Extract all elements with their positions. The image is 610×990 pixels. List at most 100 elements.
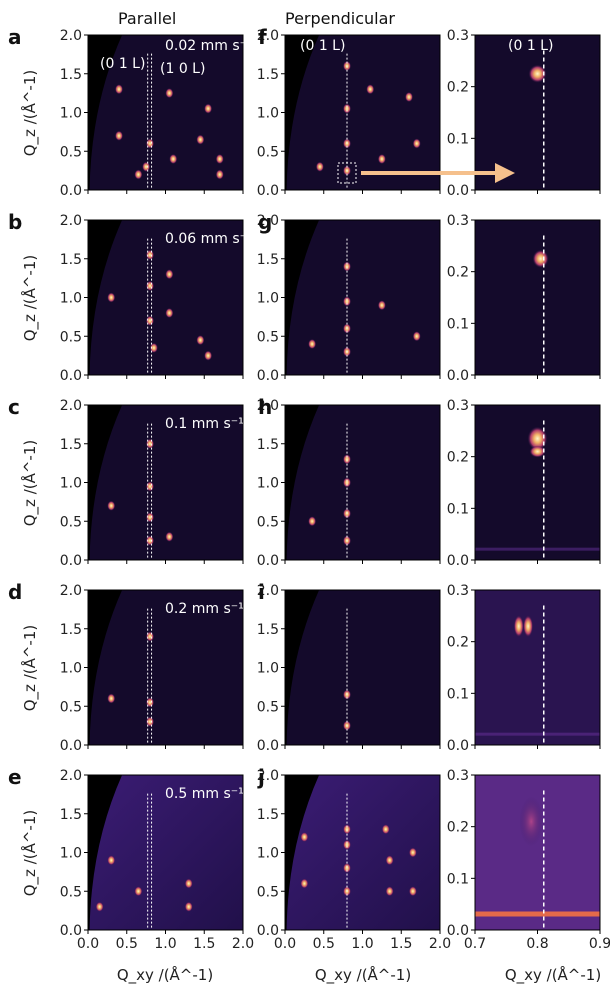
panel-letter-e: e xyxy=(8,765,22,789)
diffraction-spot xyxy=(343,454,351,465)
xtick-label: 0.0 xyxy=(274,936,296,952)
ytick-label: 0.0 xyxy=(60,738,82,754)
panel-right-2-bg xyxy=(475,220,600,375)
ytick-label: 1.0 xyxy=(60,476,82,492)
ytick-label: 1.5 xyxy=(257,67,279,83)
diffraction-spot xyxy=(343,689,351,700)
zoom-arrow-head xyxy=(495,162,515,183)
ytick-label: 2.0 xyxy=(257,583,279,599)
speed-label-row1: 0.02 mm s⁻¹ xyxy=(165,38,253,54)
ytick-label: 1.0 xyxy=(60,661,82,677)
ytick-label: 1.5 xyxy=(60,252,82,268)
ytick-label: 1.5 xyxy=(257,437,279,453)
ytick-label: 2.0 xyxy=(60,28,82,44)
panel-mid-5-blind xyxy=(285,775,320,930)
ytick-label: 2.0 xyxy=(60,398,82,414)
panel-mid-4-blind xyxy=(285,590,320,745)
panel-letter-f: f xyxy=(258,25,267,49)
panel-left-4-bg xyxy=(88,590,243,745)
header-parallel: Parallel xyxy=(118,9,176,28)
diffraction-spot xyxy=(204,103,213,114)
header-perpendicular: Perpendicular xyxy=(285,9,395,28)
ytick-label: 0.3 xyxy=(447,28,469,44)
panel-right-5-bg xyxy=(475,775,600,930)
panel-left-3-blind xyxy=(88,405,123,560)
diffraction-spot xyxy=(366,84,375,95)
panel-mid-2-blind xyxy=(285,220,320,375)
label-a-10L: (1 0 L) xyxy=(160,61,205,77)
ytick-label: 1.5 xyxy=(257,252,279,268)
zoom-diffraction-spot xyxy=(519,796,544,847)
diffraction-spot xyxy=(149,342,158,353)
ylabel-row4: Q_z /(Å^-1) xyxy=(20,625,40,712)
ytick-label: 2.0 xyxy=(257,213,279,229)
xlabel-mid: Q_xy /(Å^-1) xyxy=(315,965,411,985)
ytick-label: 2.0 xyxy=(257,398,279,414)
xlabel-right: Q_xy /(Å^-1) xyxy=(505,965,601,985)
xtick-label: 1.0 xyxy=(154,936,176,952)
zoom-diffraction-spot xyxy=(523,615,534,638)
diffraction-spot xyxy=(343,261,351,272)
diffraction-spot xyxy=(146,535,154,546)
diffraction-spot xyxy=(115,130,123,141)
ytick-label: 0.5 xyxy=(60,514,82,530)
xtick-label: 0.0 xyxy=(77,936,99,952)
xtick-label: 0.9 xyxy=(589,936,610,952)
diffraction-spot xyxy=(107,500,116,511)
panel-left-4-blind xyxy=(88,590,123,745)
zoom-diffraction-spot xyxy=(528,64,547,83)
panel-left-2-blind xyxy=(88,220,123,375)
panel-mid-1-bg xyxy=(285,35,440,190)
ytick-label: 1.0 xyxy=(257,106,279,122)
diffraction-spot xyxy=(165,269,174,280)
zoom-diffraction-spot xyxy=(513,615,524,638)
diffraction-spot xyxy=(165,308,174,318)
ytick-label: 0.0 xyxy=(447,368,469,384)
panel-letter-c: c xyxy=(8,395,20,419)
xtick-label: 0.8 xyxy=(526,936,548,952)
panel-mid-1-blind xyxy=(285,35,320,190)
ytick-label: 0.3 xyxy=(447,768,469,784)
diffraction-spot xyxy=(107,693,116,704)
ytick-label: 0.2 xyxy=(447,265,469,281)
ytick-label: 1.5 xyxy=(257,622,279,638)
panel-right-4-bg xyxy=(475,590,600,745)
ytick-label: 0.5 xyxy=(257,514,279,530)
ytick-label: 2.0 xyxy=(60,213,82,229)
ytick-label: 0.0 xyxy=(447,738,469,754)
panel-mid-3-bg xyxy=(285,405,440,560)
panel-letter-i: i xyxy=(258,580,265,604)
ytick-label: 0.2 xyxy=(447,450,469,466)
diffraction-spot xyxy=(95,901,104,912)
diffraction-spot xyxy=(385,855,394,866)
xtick-label: 2.0 xyxy=(232,936,254,952)
diffraction-spot xyxy=(377,154,386,164)
ytick-label: 0.0 xyxy=(257,553,279,569)
diffraction-spot xyxy=(146,716,154,727)
ytick-label: 2.0 xyxy=(257,28,279,44)
ytick-label: 0.3 xyxy=(447,213,469,229)
ytick-label: 0.5 xyxy=(60,884,82,900)
ytick-label: 0.1 xyxy=(447,686,469,702)
diffraction-spot xyxy=(107,855,116,866)
panel-letter-g: g xyxy=(258,210,272,234)
ytick-label: 1.0 xyxy=(257,661,279,677)
diffraction-spot xyxy=(308,516,317,527)
panel-left-5-blind xyxy=(88,775,123,930)
ytick-label: 1.5 xyxy=(60,622,82,638)
panel-letter-d: d xyxy=(8,580,22,604)
ytick-label: 2.0 xyxy=(60,583,82,599)
panel-letter-j: j xyxy=(257,765,265,789)
ylabel-row2: Q_z /(Å^-1) xyxy=(20,255,40,342)
xlabel-left: Q_xy /(Å^-1) xyxy=(117,965,213,985)
diffraction-spot xyxy=(204,350,213,361)
diffraction-spot xyxy=(215,154,224,164)
speed-label-row2: 0.06 mm s⁻¹ xyxy=(165,231,253,247)
diffraction-spot xyxy=(134,169,143,180)
ytick-label: 0.0 xyxy=(60,368,82,384)
xtick-label: 1.0 xyxy=(351,936,373,952)
ytick-label: 1.0 xyxy=(257,291,279,307)
ytick-label: 0.0 xyxy=(60,553,82,569)
ylabel-row3: Q_z /(Å^-1) xyxy=(20,440,40,527)
